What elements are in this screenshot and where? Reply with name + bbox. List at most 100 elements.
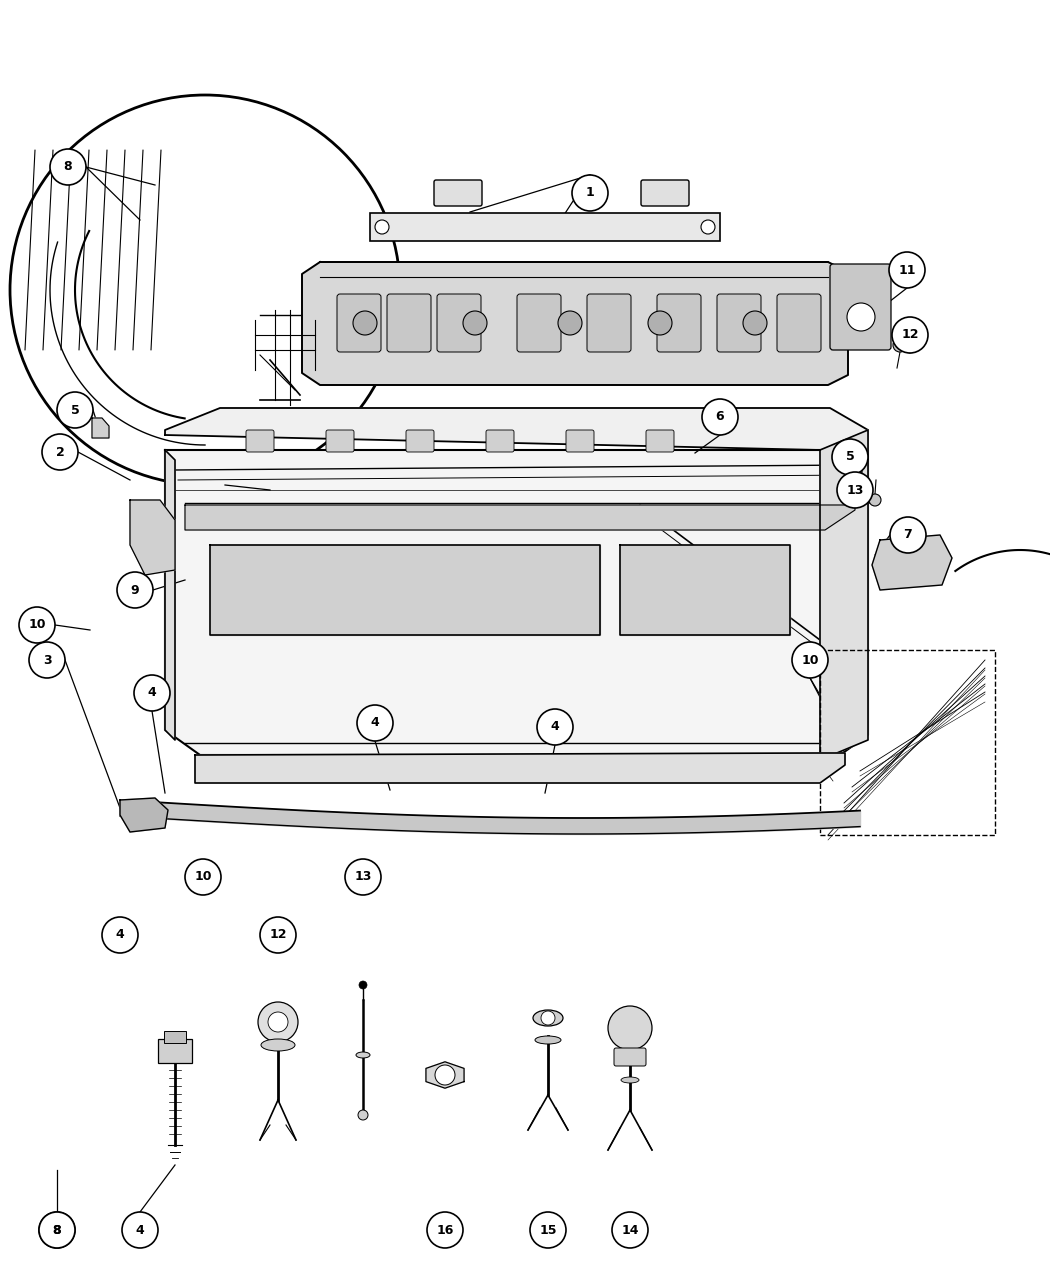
Circle shape: [359, 980, 368, 989]
FancyBboxPatch shape: [326, 430, 354, 453]
FancyBboxPatch shape: [640, 180, 689, 207]
Text: 10: 10: [194, 871, 212, 884]
Circle shape: [701, 221, 715, 235]
Circle shape: [102, 917, 138, 952]
Bar: [820, 650, 995, 835]
Circle shape: [19, 607, 55, 643]
Circle shape: [837, 472, 873, 507]
Circle shape: [39, 1213, 75, 1248]
Polygon shape: [165, 408, 868, 450]
FancyBboxPatch shape: [434, 180, 482, 207]
Circle shape: [847, 303, 875, 332]
Circle shape: [122, 1213, 158, 1248]
FancyBboxPatch shape: [830, 264, 891, 351]
Polygon shape: [92, 418, 109, 439]
FancyBboxPatch shape: [486, 430, 514, 453]
Circle shape: [541, 1011, 555, 1025]
Circle shape: [345, 859, 381, 895]
Text: 14: 14: [622, 1224, 638, 1237]
Ellipse shape: [533, 1010, 563, 1026]
Polygon shape: [130, 500, 175, 575]
Circle shape: [353, 311, 377, 335]
Circle shape: [50, 149, 86, 185]
Circle shape: [29, 643, 65, 678]
Text: 8: 8: [64, 161, 72, 173]
Text: 16: 16: [437, 1224, 454, 1237]
Circle shape: [258, 1002, 298, 1042]
Circle shape: [892, 317, 928, 353]
Text: 4: 4: [116, 928, 124, 941]
Polygon shape: [845, 453, 862, 473]
Circle shape: [435, 1065, 455, 1085]
Text: 5: 5: [70, 403, 80, 417]
Circle shape: [537, 709, 573, 745]
Circle shape: [357, 705, 393, 741]
Polygon shape: [210, 544, 600, 635]
FancyBboxPatch shape: [164, 1031, 186, 1043]
FancyBboxPatch shape: [370, 213, 720, 241]
Text: 11: 11: [898, 264, 916, 277]
Ellipse shape: [261, 1039, 295, 1051]
Text: 10: 10: [801, 654, 819, 667]
Circle shape: [260, 917, 296, 952]
Circle shape: [869, 493, 881, 506]
Polygon shape: [302, 261, 848, 385]
Text: 2: 2: [56, 445, 64, 459]
Circle shape: [134, 674, 170, 711]
Text: 15: 15: [540, 1224, 557, 1237]
FancyBboxPatch shape: [437, 295, 481, 352]
Text: 1: 1: [586, 186, 594, 199]
Polygon shape: [426, 1062, 464, 1088]
Circle shape: [530, 1213, 566, 1248]
Text: 10: 10: [28, 618, 46, 631]
Circle shape: [463, 311, 487, 335]
Polygon shape: [185, 505, 855, 530]
Circle shape: [375, 221, 388, 235]
Circle shape: [358, 1111, 367, 1119]
Text: 12: 12: [269, 928, 287, 941]
Circle shape: [185, 859, 220, 895]
Text: 4: 4: [135, 1224, 145, 1237]
FancyBboxPatch shape: [587, 295, 631, 352]
Text: 4: 4: [148, 686, 156, 700]
FancyBboxPatch shape: [646, 430, 674, 453]
Circle shape: [268, 1012, 288, 1031]
FancyBboxPatch shape: [406, 430, 434, 453]
Ellipse shape: [536, 1037, 561, 1044]
Circle shape: [558, 311, 582, 335]
FancyBboxPatch shape: [566, 430, 594, 453]
FancyBboxPatch shape: [657, 295, 701, 352]
Circle shape: [57, 391, 93, 428]
Circle shape: [572, 175, 608, 210]
Circle shape: [648, 311, 672, 335]
Text: 9: 9: [130, 584, 140, 597]
Text: 13: 13: [354, 871, 372, 884]
Ellipse shape: [356, 1052, 370, 1058]
Circle shape: [889, 252, 925, 288]
Polygon shape: [872, 536, 952, 590]
Circle shape: [612, 1213, 648, 1248]
Circle shape: [608, 1006, 652, 1051]
Circle shape: [427, 1213, 463, 1248]
Circle shape: [117, 572, 153, 608]
Text: 7: 7: [904, 529, 912, 542]
FancyBboxPatch shape: [246, 430, 274, 453]
FancyBboxPatch shape: [158, 1039, 192, 1063]
FancyBboxPatch shape: [717, 295, 761, 352]
Text: 4: 4: [371, 717, 379, 729]
Circle shape: [892, 338, 907, 352]
Circle shape: [702, 399, 738, 435]
Text: 8: 8: [52, 1224, 61, 1237]
Polygon shape: [165, 450, 175, 740]
Text: 6: 6: [716, 411, 724, 423]
Polygon shape: [120, 798, 168, 833]
Polygon shape: [620, 544, 790, 635]
Circle shape: [39, 1213, 75, 1248]
Polygon shape: [195, 754, 845, 783]
Circle shape: [832, 439, 868, 476]
Circle shape: [792, 643, 828, 678]
Circle shape: [42, 434, 78, 470]
Text: 5: 5: [845, 450, 855, 464]
FancyBboxPatch shape: [337, 295, 381, 352]
FancyBboxPatch shape: [517, 295, 561, 352]
